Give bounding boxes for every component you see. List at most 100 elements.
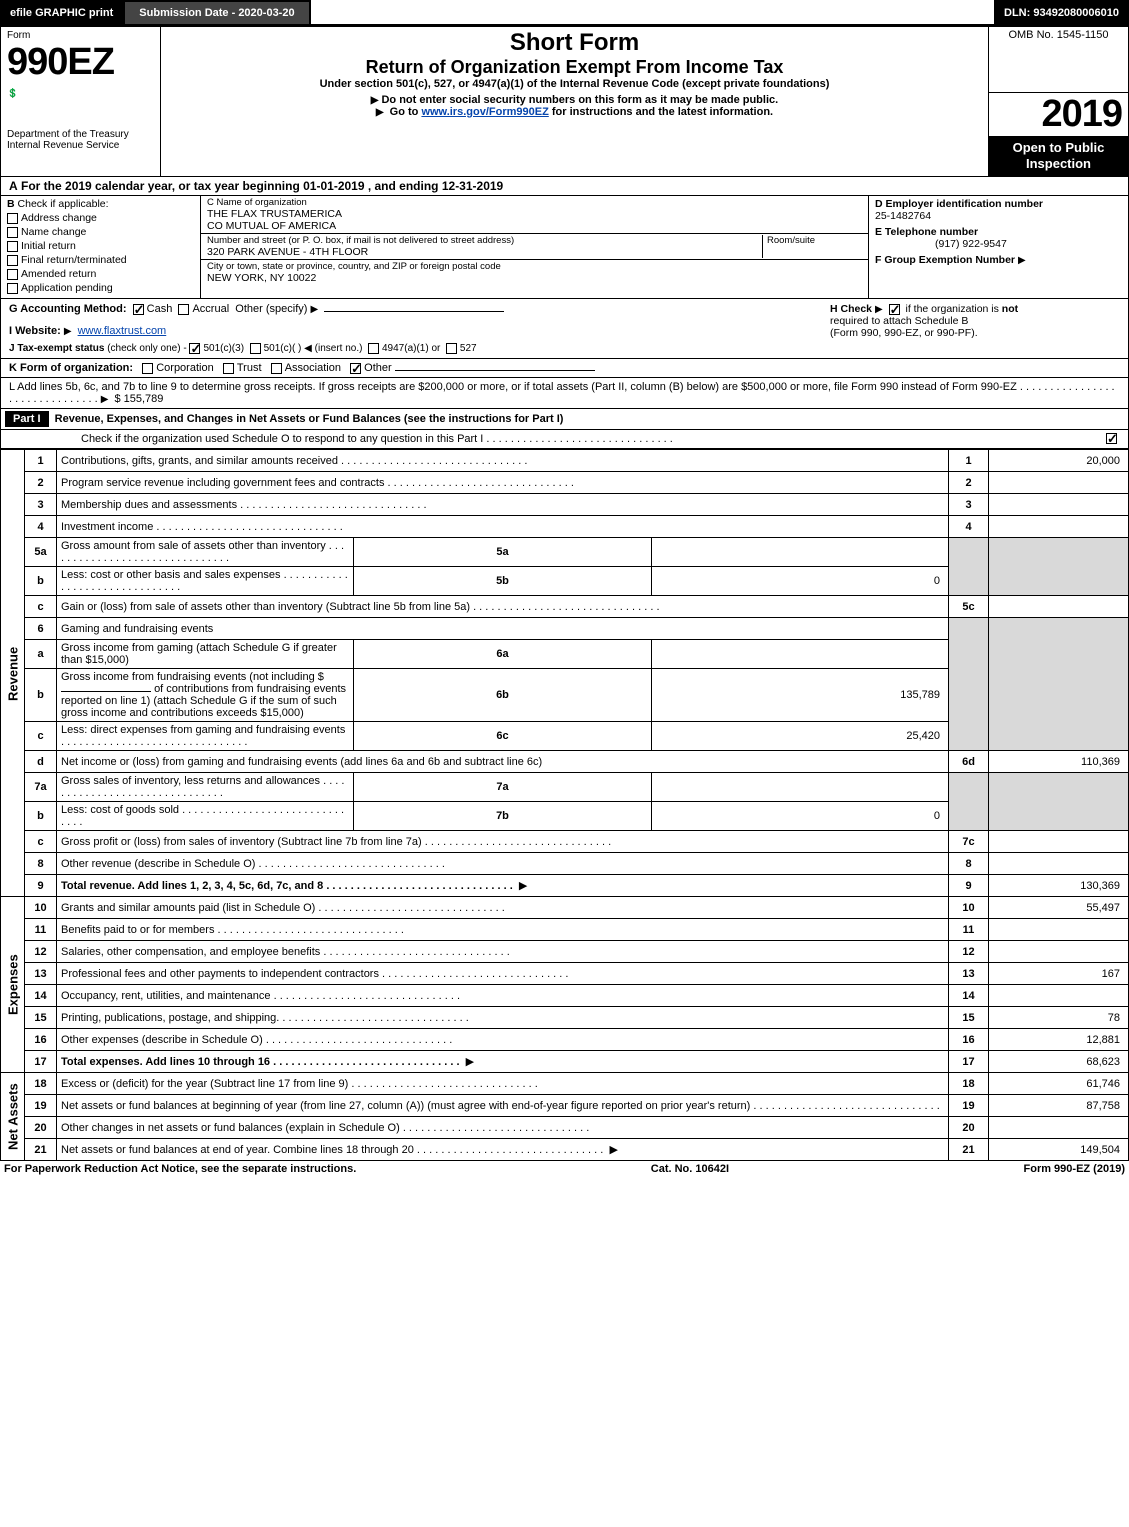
arrow-icon	[376, 106, 387, 118]
line-ref: 15	[949, 1007, 989, 1029]
subline-value: 0	[651, 802, 948, 831]
grey-cell	[989, 538, 1129, 596]
line-ref: 2	[949, 472, 989, 494]
line-desc: Program service revenue including govern…	[61, 477, 574, 489]
irs-label: Internal Revenue Service	[7, 140, 154, 151]
box-c: C Name of organization THE FLAX TRUSTAME…	[201, 196, 868, 298]
line-no: 12	[25, 941, 57, 963]
label-501c3: 501(c)(3)	[203, 343, 244, 354]
line-desc: Other revenue (describe in Schedule O)	[61, 858, 445, 870]
form-number: 990EZ	[7, 41, 114, 83]
line-no: 17	[25, 1051, 57, 1073]
line-value	[989, 853, 1129, 875]
check-h[interactable]	[889, 304, 900, 315]
check-501c[interactable]	[250, 343, 261, 354]
l-text: L Add lines 5b, 6c, and 7b to line 9 to …	[9, 381, 1017, 393]
arrow-icon	[64, 325, 75, 337]
check-trust[interactable]	[223, 363, 234, 374]
footer-cat: Cat. No. 10642I	[651, 1163, 729, 1175]
line-no: c	[25, 722, 57, 751]
check-association[interactable]	[271, 363, 282, 374]
check-cash[interactable]	[133, 304, 144, 315]
line-desc: Membership dues and assessments	[61, 499, 427, 511]
section-expenses-label: Expenses	[1, 897, 25, 1073]
part1-title: Revenue, Expenses, and Changes in Net As…	[55, 413, 564, 425]
check-application-pending[interactable]	[7, 283, 18, 294]
h-not: not	[1002, 303, 1018, 315]
top-bar: efile GRAPHIC print Submission Date - 20…	[0, 0, 1129, 26]
check-corporation[interactable]	[142, 363, 153, 374]
line-ref: 11	[949, 919, 989, 941]
grey-cell	[989, 618, 1129, 751]
line-no: 11	[25, 919, 57, 941]
line-value: 12,881	[989, 1029, 1129, 1051]
line-ref: 10	[949, 897, 989, 919]
omb-cell: OMB No. 1545-1150	[989, 27, 1129, 93]
line-no: 6	[25, 618, 57, 640]
line-ref: 14	[949, 985, 989, 1007]
line-no: b	[25, 669, 57, 722]
line-value	[989, 1117, 1129, 1139]
line-value	[989, 831, 1129, 853]
line-no: 5a	[25, 538, 57, 567]
label-amended-return: Amended return	[21, 268, 96, 280]
label-trust: Trust	[237, 362, 262, 374]
line-no: 14	[25, 985, 57, 1007]
line-ref: 16	[949, 1029, 989, 1051]
l-value: $ 155,789	[114, 393, 163, 405]
line-ref: 20	[949, 1117, 989, 1139]
line-desc: Total revenue. Add lines 1, 2, 3, 4, 5c,…	[61, 880, 513, 892]
section-revenue-label: Revenue	[1, 450, 25, 897]
subline-ref: 7a	[354, 773, 651, 802]
check-4947[interactable]	[368, 343, 379, 354]
check-schedule-o[interactable]	[1106, 433, 1117, 444]
check-final-return[interactable]	[7, 255, 18, 266]
dln-label: DLN: 93492080006010	[994, 0, 1129, 26]
check-527[interactable]	[446, 343, 457, 354]
check-initial-return[interactable]	[7, 241, 18, 252]
line-desc: Net income or (loss) from gaming and fun…	[57, 751, 949, 773]
k-label: K Form of organization:	[9, 362, 133, 374]
check-address-change[interactable]	[7, 213, 18, 224]
line-no: 8	[25, 853, 57, 875]
line-desc: Excess or (deficit) for the year (Subtra…	[61, 1078, 538, 1090]
line-no: 4	[25, 516, 57, 538]
line6b-pre: Gross income from fundraising events (no…	[61, 671, 324, 683]
footer-left: For Paperwork Reduction Act Notice, see …	[4, 1163, 356, 1175]
submission-date-tab[interactable]: Submission Date - 2020-03-20	[123, 0, 310, 26]
street-label: Number and street (or P. O. box, if mail…	[207, 235, 762, 246]
irs-link[interactable]: www.irs.gov/Form990EZ	[421, 106, 548, 118]
line-no: c	[25, 831, 57, 853]
line-no: b	[25, 567, 57, 596]
check-501c3[interactable]	[189, 343, 200, 354]
subline-value	[651, 773, 948, 802]
line-desc: Net assets or fund balances at end of ye…	[61, 1144, 603, 1156]
part1-check-text: Check if the organization used Schedule …	[81, 433, 483, 445]
subline-ref: 6a	[354, 640, 651, 669]
line-desc: Printing, publications, postage, and shi…	[61, 1012, 469, 1024]
line-ref: 6d	[949, 751, 989, 773]
check-amended-return[interactable]	[7, 269, 18, 280]
check-other-org[interactable]	[350, 363, 361, 374]
form-cell: Form 990EZ 💲 Department of the Treasury …	[1, 27, 161, 177]
line-desc: Salaries, other compensation, and employ…	[61, 946, 510, 958]
subline-value	[651, 640, 948, 669]
dept-treasury: Department of the Treasury	[7, 129, 154, 140]
line-value: 20,000	[989, 450, 1129, 472]
check-name-change[interactable]	[7, 227, 18, 238]
check-accrual[interactable]	[178, 304, 189, 315]
line-desc: Gross amount from sale of assets other t…	[61, 540, 344, 564]
line-value: 78	[989, 1007, 1129, 1029]
efile-tab[interactable]: efile GRAPHIC print	[0, 0, 123, 26]
topbar-spacer	[311, 0, 994, 26]
city-value: NEW YORK, NY 10022	[207, 272, 862, 284]
box-h: H Check if the organization is not requi…	[820, 303, 1120, 354]
website-link[interactable]: www.flaxtrust.com	[78, 325, 167, 337]
box-b-label: Check if applicable:	[18, 198, 109, 210]
label-name-change: Name change	[21, 226, 86, 238]
line-ref: 21	[949, 1139, 989, 1161]
instructions-cell: Do not enter social security numbers on …	[161, 92, 989, 177]
line-ref: 1	[949, 450, 989, 472]
line-desc: Benefits paid to or for members	[61, 924, 404, 936]
box-b: B Check if applicable: Address change Na…	[1, 196, 201, 298]
